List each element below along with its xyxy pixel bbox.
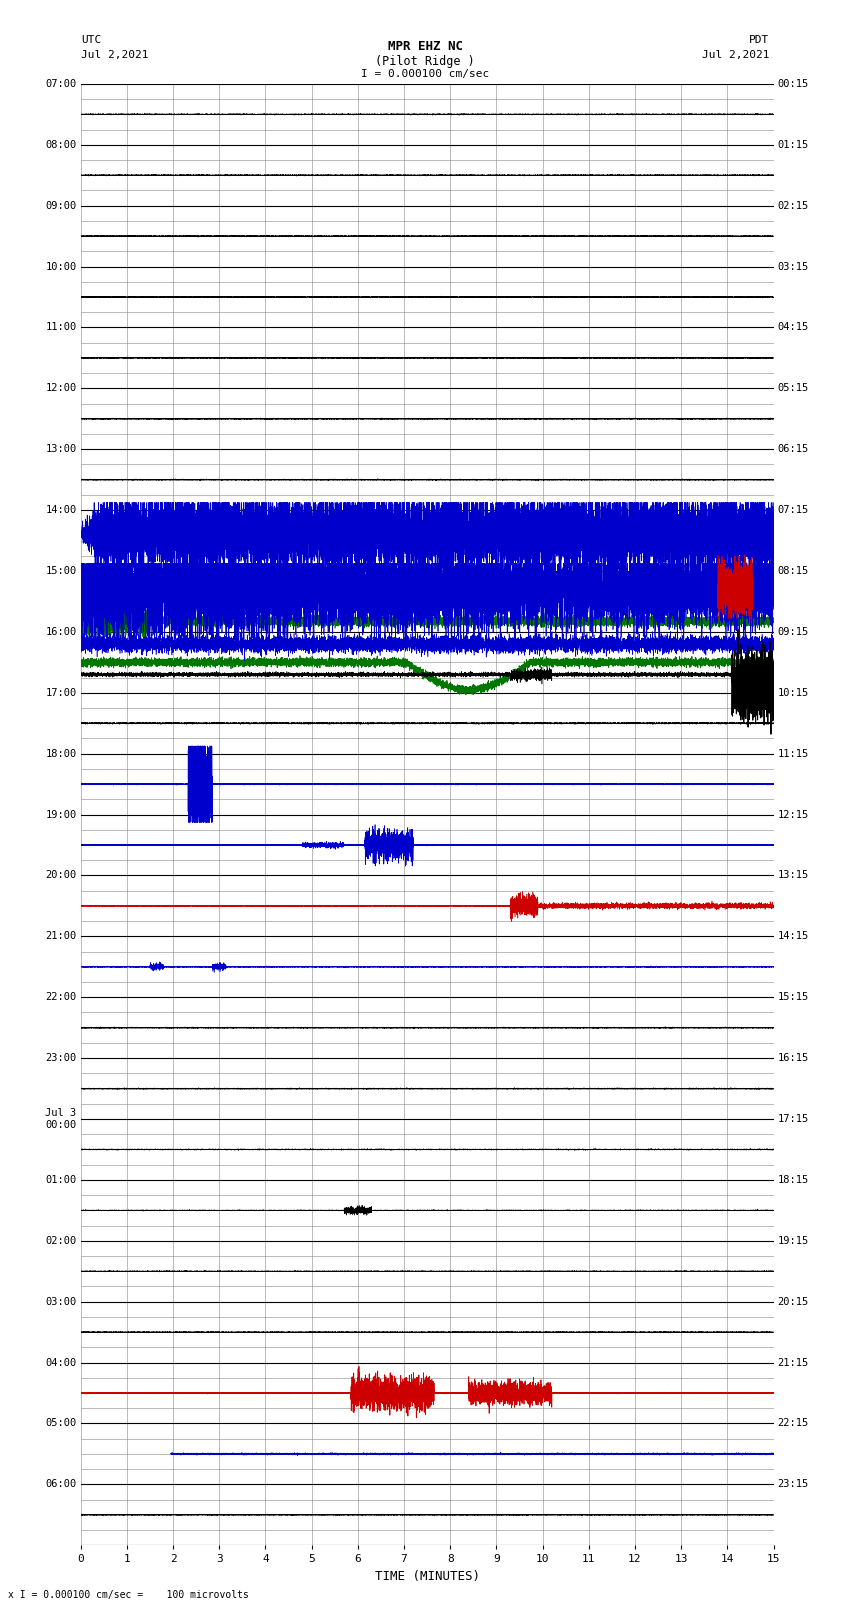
Text: Jul 2,2021: Jul 2,2021 (702, 50, 769, 60)
Text: x I = 0.000100 cm/sec =    100 microvolts: x I = 0.000100 cm/sec = 100 microvolts (8, 1590, 249, 1600)
Text: (Pilot Ridge ): (Pilot Ridge ) (375, 55, 475, 68)
Text: I = 0.000100 cm/sec: I = 0.000100 cm/sec (361, 69, 489, 79)
Text: Jul 2,2021: Jul 2,2021 (81, 50, 148, 60)
Text: MPR EHZ NC: MPR EHZ NC (388, 40, 462, 53)
Text: UTC: UTC (81, 35, 101, 45)
Text: PDT: PDT (749, 35, 769, 45)
X-axis label: TIME (MINUTES): TIME (MINUTES) (375, 1569, 479, 1582)
